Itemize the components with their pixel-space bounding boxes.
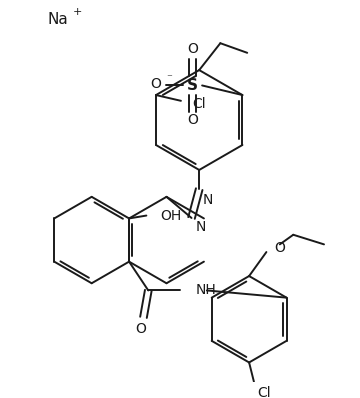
Text: S: S bbox=[187, 78, 198, 93]
Text: O: O bbox=[187, 42, 198, 56]
Text: O: O bbox=[187, 113, 198, 127]
Text: O: O bbox=[135, 322, 146, 336]
Text: OH: OH bbox=[160, 209, 181, 222]
Text: ⁻: ⁻ bbox=[167, 74, 172, 84]
Text: N: N bbox=[203, 193, 213, 207]
Text: Cl: Cl bbox=[193, 97, 206, 111]
Text: N: N bbox=[195, 220, 206, 234]
Text: Cl: Cl bbox=[257, 386, 270, 398]
Text: O: O bbox=[274, 241, 285, 255]
Text: NH: NH bbox=[195, 283, 216, 297]
Text: Na: Na bbox=[48, 12, 68, 27]
Text: O: O bbox=[150, 78, 162, 92]
Text: +: + bbox=[72, 8, 82, 18]
